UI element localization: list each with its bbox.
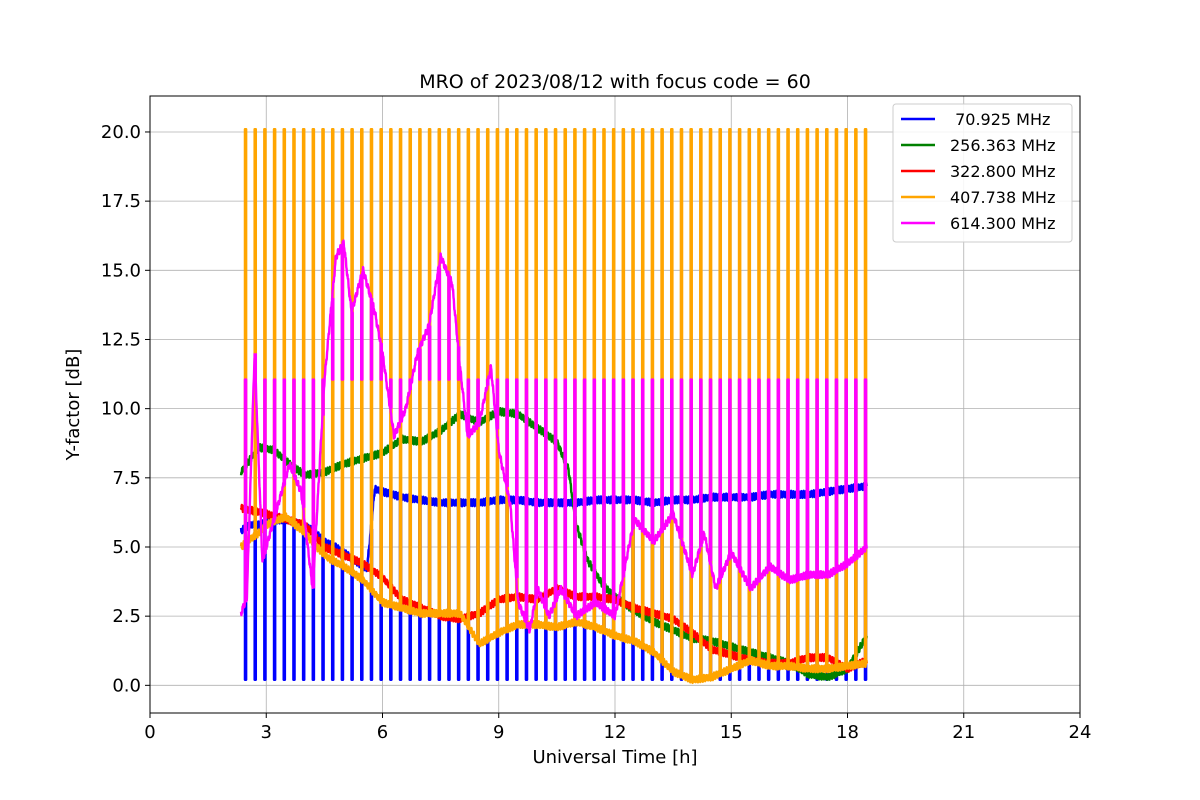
series-line-3	[239, 127, 868, 685]
y-tick-label: 0.0	[112, 675, 141, 696]
x-tick-label: 24	[1069, 722, 1092, 743]
y-tick-label: 12.5	[101, 329, 141, 350]
x-tick-label: 6	[377, 722, 388, 743]
y-axis-label: Y-factor [dB]	[63, 349, 84, 462]
y-tick-label: 15.0	[101, 260, 141, 281]
y-axis-ticks: 0.0 2.5 5.0 7.5 10.0 12.5 15.0 17.5 20.0	[101, 122, 150, 696]
x-tick-label: 18	[836, 722, 859, 743]
x-tick-label: 0	[144, 722, 155, 743]
legend-label: 256.363 MHz	[950, 136, 1055, 155]
y-tick-label: 20.0	[101, 122, 141, 143]
x-axis-ticks: 0 3 6 9 12 15 18 21 24	[144, 713, 1091, 743]
x-tick-label: 3	[261, 722, 272, 743]
x-tick-label: 9	[493, 722, 504, 743]
series-layer	[239, 127, 868, 685]
legend-label: 70.925 MHz	[950, 110, 1050, 129]
legend-label: 614.300 MHz	[950, 214, 1055, 233]
legend-label: 407.738 MHz	[950, 188, 1055, 207]
x-tick-label: 12	[604, 722, 627, 743]
y-tick-label: 17.5	[101, 191, 141, 212]
x-tick-label: 15	[720, 722, 743, 743]
chart-title: MRO of 2023/08/12 with focus code = 60	[419, 71, 811, 93]
legend: 70.925 MHz 256.363 MHz 322.800 MHz 407.738 …	[892, 103, 1073, 243]
y-tick-label: 5.0	[112, 537, 141, 558]
y-tick-label: 7.5	[112, 468, 141, 489]
series-line-4	[239, 239, 868, 634]
x-axis-label: Universal Time [h]	[532, 747, 697, 768]
legend-label: 322.800 MHz	[950, 162, 1055, 181]
y-tick-label: 2.5	[112, 606, 141, 627]
x-tick-label: 21	[952, 722, 975, 743]
y-tick-label: 10.0	[101, 399, 141, 420]
legend-box	[892, 103, 1073, 243]
